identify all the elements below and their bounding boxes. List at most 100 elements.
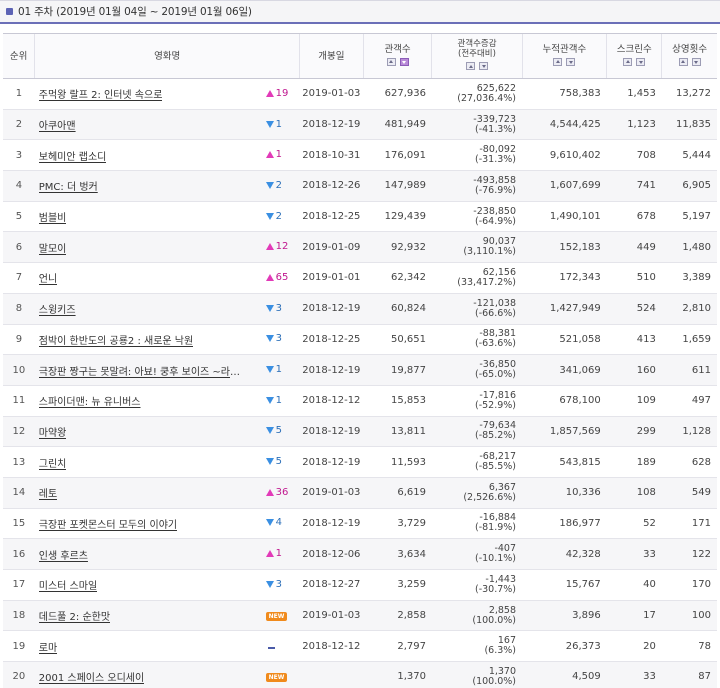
movie-title-link[interactable]: 2001 스페이스 오디세이 — [38, 673, 145, 685]
sort-desc-icon[interactable] — [566, 57, 576, 66]
rank-up-icon — [265, 488, 274, 496]
cumulative-cell: 1,427,949 — [522, 293, 607, 325]
col-shows: 상영횟수 — [661, 33, 717, 79]
movie-title-link[interactable]: PMC: 더 벙커 — [38, 182, 98, 194]
sort-asc-icon[interactable] — [553, 57, 563, 66]
audience-cell: 147,989 — [363, 170, 432, 202]
sort-asc-icon[interactable] — [623, 57, 633, 66]
rank-cell: 6 — [3, 231, 35, 264]
movie-title-link[interactable]: 말모이 — [38, 243, 67, 255]
table-row: 15 극장판 포켓몬스터 모두의 이야기 4 2018-12-19 3,729 -16,8… — [3, 508, 717, 540]
movie-title-link[interactable]: 그린치 — [38, 458, 67, 470]
screens-cell: 1,123 — [606, 109, 662, 141]
rank-up-icon — [265, 151, 274, 159]
rank-cell: 8 — [3, 293, 35, 325]
title-cell: 스파이더맨: 뉴 유니버스 1 — [34, 385, 300, 417]
release-date-cell — [299, 661, 364, 688]
audience-cell: 62,342 — [363, 262, 432, 294]
rank-cell: 15 — [3, 508, 35, 540]
shows-cell: 1,659 — [661, 324, 717, 356]
rank-change: 2 — [265, 180, 282, 191]
cumulative-cell: 521,058 — [522, 324, 607, 356]
title-cell: 주먹왕 랄프 2: 인터넷 속으로 19 — [34, 78, 300, 110]
shows-cell: 122 — [661, 538, 717, 570]
audience-cell: 60,824 — [363, 293, 432, 325]
shows-cell: 6,905 — [661, 170, 717, 202]
cumulative-cell: 758,383 — [522, 78, 607, 110]
table-row: 1 주먹왕 랄프 2: 인터넷 속으로 19 2019-01-03 627,936 625… — [3, 78, 717, 110]
delta-cell: 6,367 (2,526.6%) — [431, 477, 523, 509]
shows-cell: 100 — [661, 600, 717, 632]
week-title: 01 주차 (2019년 01월 04일 ~ 2019년 01월 06일) — [18, 6, 252, 18]
sort-desc-icon[interactable] — [691, 57, 701, 66]
audience-cell: 481,949 — [363, 109, 432, 141]
screens-cell: 678 — [606, 201, 662, 233]
rank-cell: 9 — [3, 324, 35, 356]
title-cell: 레토 36 — [34, 477, 300, 509]
movie-title-link[interactable]: 점박이 한반도의 공룡2 : 새로운 낙원 — [38, 335, 194, 347]
movie-title-link[interactable]: 로마 — [38, 642, 58, 654]
audience-cell: 19,877 — [363, 354, 432, 386]
table-row: 18 데드풀 2: 순한맛 NEW 2019-01-03 2,858 2,858 (100.… — [3, 600, 717, 632]
table-row: 3 보헤미안 랩소디 1 2018-10-31 176,091 -80,092 (-31.3… — [3, 139, 717, 172]
sort-asc-icon[interactable] — [386, 57, 396, 66]
rank-change: 65 — [265, 272, 288, 283]
audience-cell: 3,634 — [363, 538, 432, 570]
release-date-cell: 2019-01-09 — [299, 231, 364, 264]
screens-cell: 189 — [606, 446, 662, 478]
rank-down-icon — [265, 458, 274, 466]
sort-desc-icon[interactable] — [479, 62, 488, 70]
movie-title-link[interactable]: 보헤미안 랩소디 — [38, 151, 107, 163]
col-rank: 순위 — [3, 33, 35, 79]
movie-title-link[interactable]: 아쿠아맨 — [38, 121, 76, 133]
audience-cell: 6,619 — [363, 477, 432, 509]
table-row: 20 2001 스페이스 오디세이 NEW 1,370 1,370 (100.0%) 4,5… — [3, 661, 717, 688]
table-row: 8 스윙키즈 3 2018-12-19 60,824 -121,038 (-66.6%) 1,… — [3, 293, 717, 325]
cumulative-cell: 341,069 — [522, 354, 607, 386]
screens-cell: 1,453 — [606, 78, 662, 110]
release-date-cell: 2018-12-19 — [299, 293, 364, 325]
movie-title-link[interactable]: 극장판 짱구는 못말려: 아뵤! 쿵후 보이즈 ~라면 … — [38, 366, 244, 378]
sort-asc-icon[interactable] — [466, 62, 475, 70]
rank-change: 5 — [265, 456, 282, 467]
movie-title-link[interactable]: 주먹왕 랄프 2: 인터넷 속으로 — [38, 90, 163, 102]
movie-title-link[interactable]: 스윙키즈 — [38, 305, 76, 317]
movie-title-link[interactable]: 언니 — [38, 274, 58, 286]
title-cell: 점박이 한반도의 공룡2 : 새로운 낙원 3 — [34, 324, 300, 356]
col-screens: 스크린수 — [606, 33, 662, 79]
week-header: 01 주차 (2019년 01월 04일 ~ 2019년 01월 06일) — [0, 0, 720, 24]
movie-title-link[interactable]: 마약왕 — [38, 427, 67, 439]
audience-cell: 50,651 — [363, 324, 432, 356]
delta-cell: 167 (6.3%) — [431, 630, 523, 663]
sort-desc-icon[interactable] — [399, 57, 409, 66]
table-row: 13 그린치 5 2018-12-19 11,593 -68,217 (-85.5%) 543… — [3, 446, 717, 478]
delta-cell: -17,816 (-52.9%) — [431, 385, 523, 417]
sort-desc-icon[interactable] — [636, 57, 646, 66]
movie-title-link[interactable]: 데드풀 2: 순한맛 — [38, 612, 111, 624]
title-cell: 보헤미안 랩소디 1 — [34, 139, 300, 172]
title-cell: PMC: 더 벙커 2 — [34, 170, 300, 202]
movie-title-link[interactable]: 스파이더맨: 뉴 유니버스 — [38, 397, 141, 409]
title-cell: 말모이 12 — [34, 231, 300, 264]
cumulative-cell: 172,343 — [522, 262, 607, 294]
movie-title-link[interactable]: 극장판 포켓몬스터 모두의 이야기 — [38, 519, 178, 531]
cumulative-cell: 1,607,699 — [522, 170, 607, 202]
delta-cell: 62,156 (33,417.2%) — [431, 262, 523, 294]
col-audience: 관객수 — [362, 33, 432, 79]
col-release: 개봉일 — [299, 33, 364, 79]
rank-down-icon — [265, 366, 274, 374]
movie-title-link[interactable]: 레토 — [38, 489, 58, 501]
movie-title-link[interactable]: 범블비 — [38, 213, 67, 225]
sort-asc-icon[interactable] — [678, 57, 688, 66]
rank-change: 1 — [265, 395, 282, 406]
table-row: 6 말모이 12 2019-01-09 92,932 90,037 (3,110.1%) 15… — [3, 231, 717, 264]
shows-cell: 5,444 — [661, 139, 717, 172]
release-date-cell: 2018-10-31 — [299, 139, 364, 172]
table-row: 10 극장판 짱구는 못말려: 아뵤! 쿵후 보이즈 ~라면 … 1 2018-12-… — [3, 354, 717, 386]
movie-title-link[interactable]: 인생 후르츠 — [38, 550, 88, 562]
table-row: 19 로마 2018-12-12 2,797 167 (6.3%) 26,373 20 78 — [3, 630, 717, 663]
movie-title-link[interactable]: 미스터 스마일 — [38, 581, 98, 593]
rank-cell: 14 — [3, 477, 35, 509]
rank-change: 1 — [265, 149, 282, 160]
release-date-cell: 2018-12-26 — [299, 170, 364, 202]
